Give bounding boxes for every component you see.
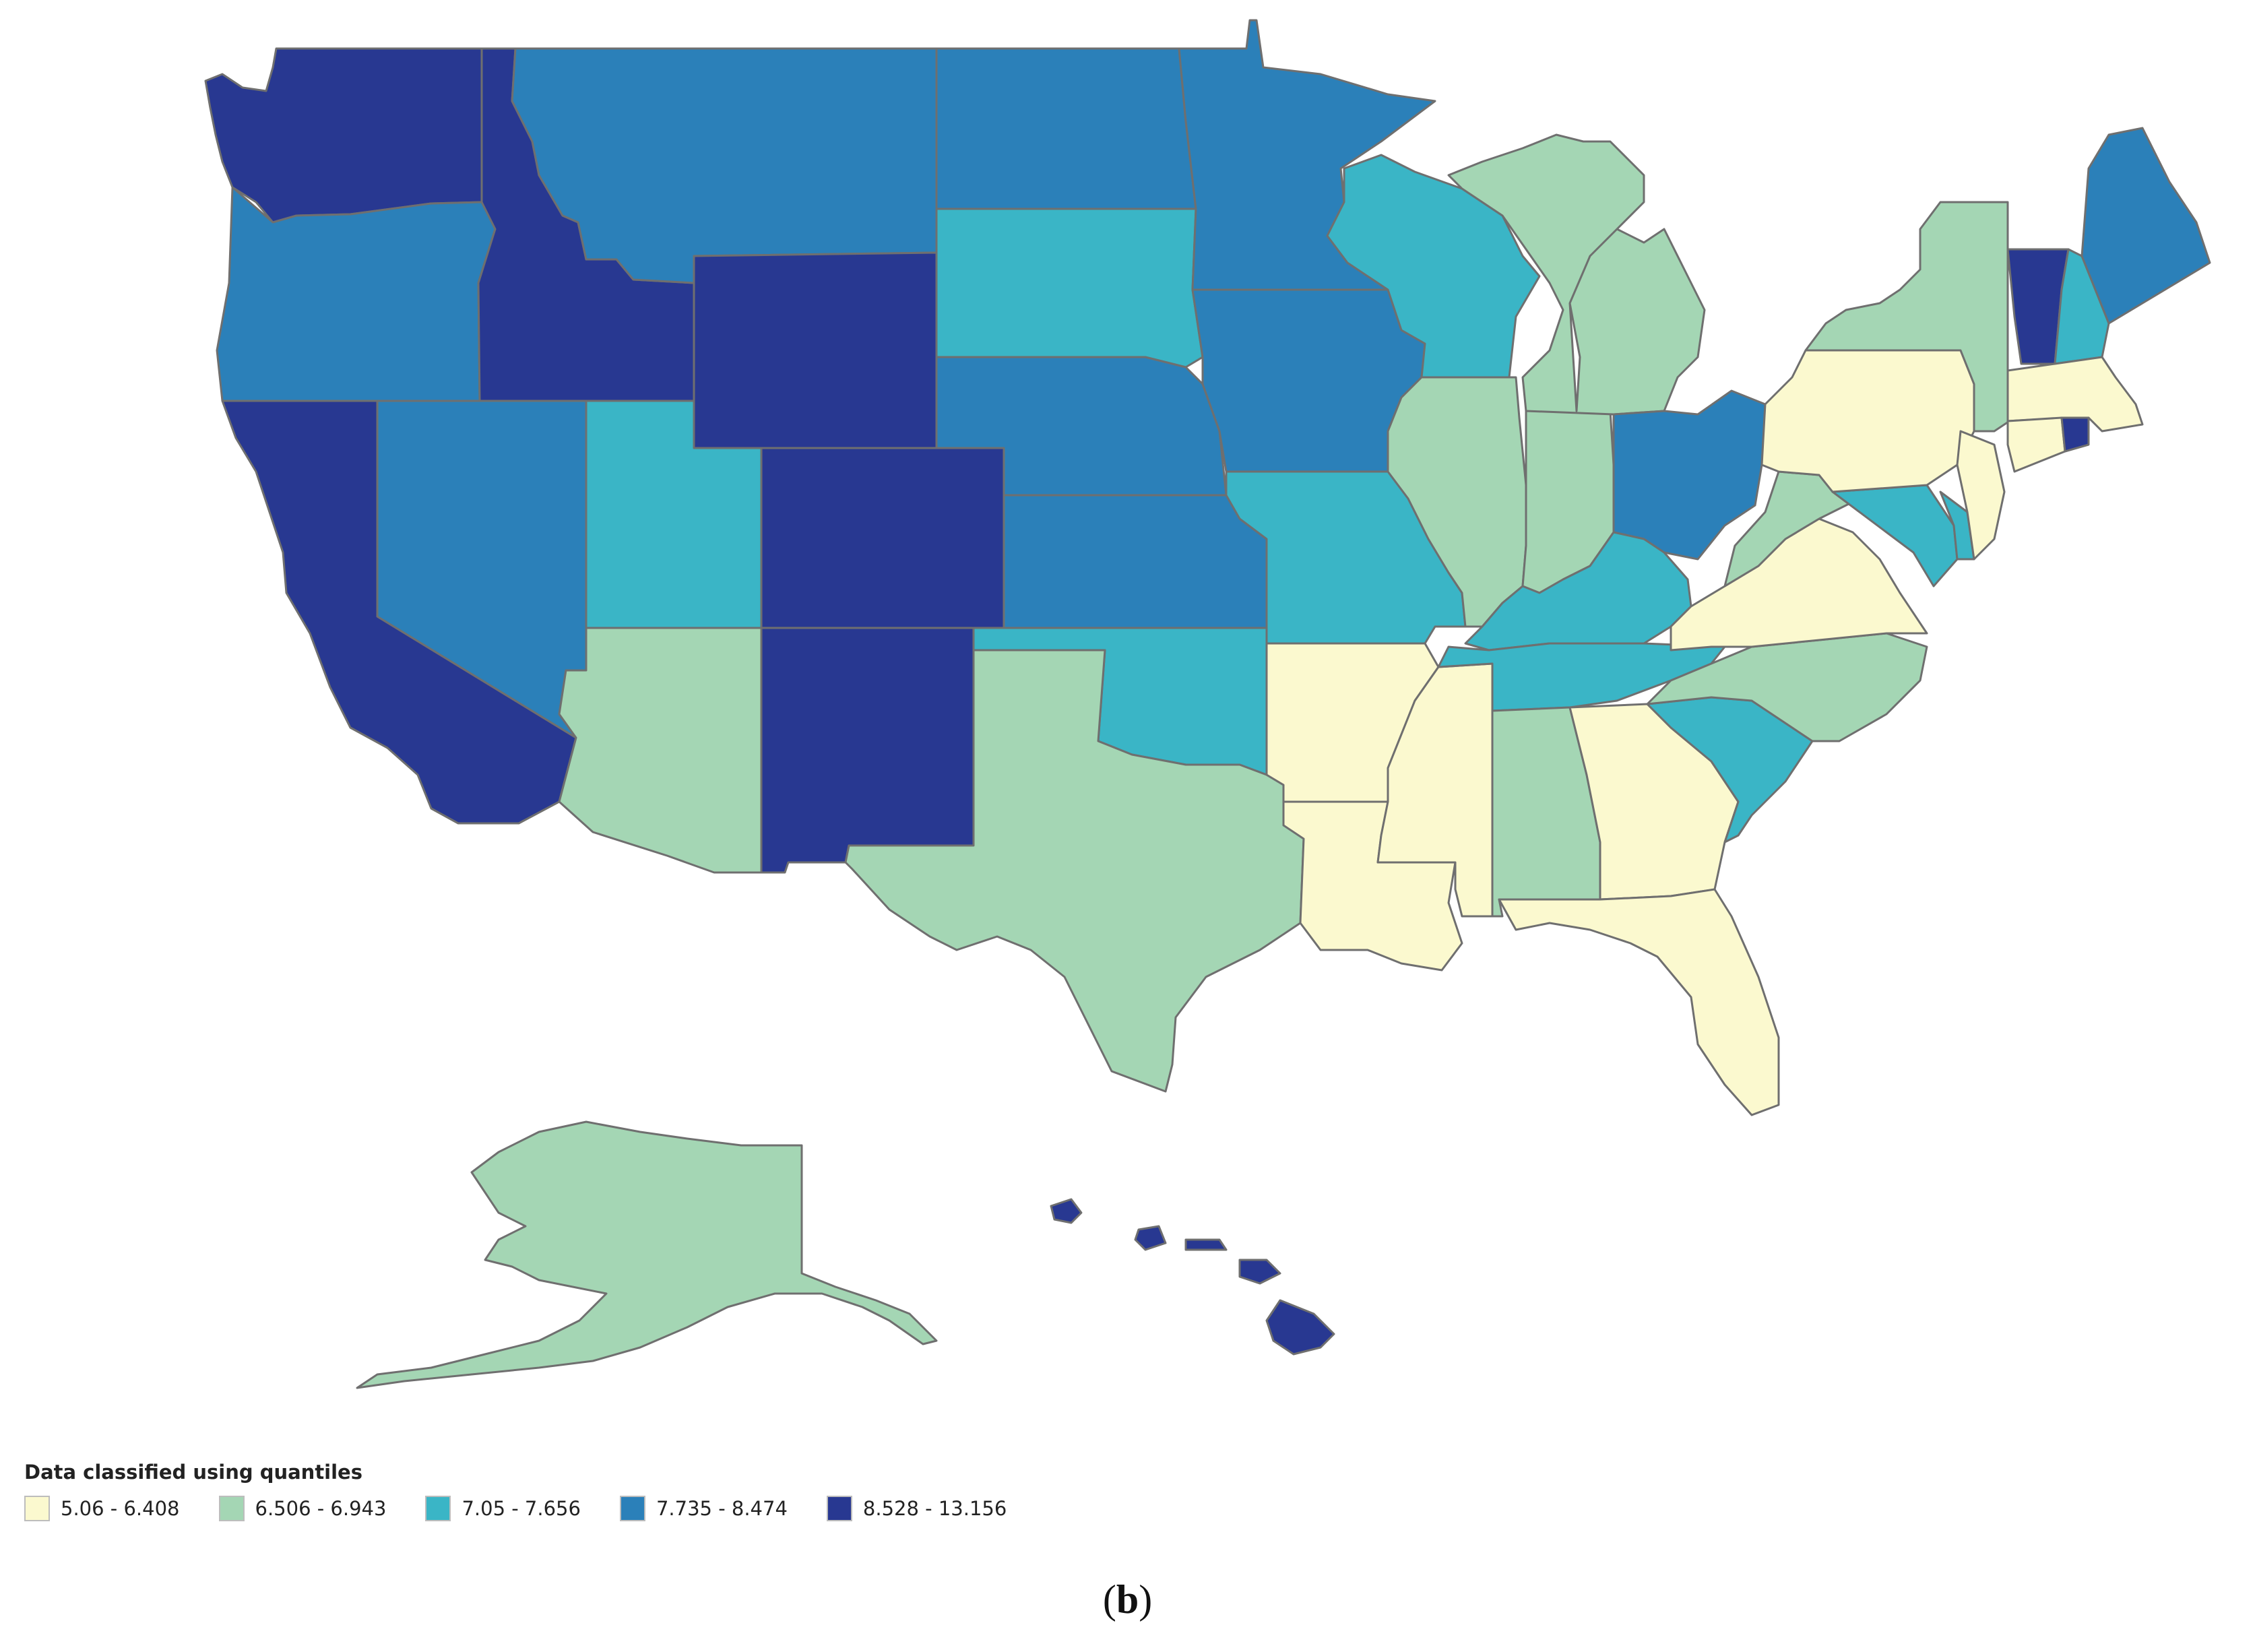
state-wyoming [693,251,938,449]
state-hawaii-molokai [1184,1238,1228,1251]
state-pennsylvania [1760,349,1975,493]
state-new-york [1804,201,2036,433]
state-new-mexico [760,627,975,874]
state-mississippi [1376,662,1494,918]
legend-item: 6.506 - 6.943 [218,1496,387,1521]
legend-label: 7.735 - 8.474 [656,1497,788,1520]
state-arizona [558,627,763,874]
legend-title: Data classified using quantiles [24,1461,362,1484]
state-ohio [1612,389,1767,561]
caption-open-paren: ( [1102,1577,1116,1622]
state-florida [1498,888,1780,1116]
legend-label: 5.06 - 6.408 [61,1497,180,1520]
legend-label: 8.528 - 13.156 [862,1497,1007,1520]
state-illinois [1387,376,1527,628]
legend-label: 6.506 - 6.943 [255,1497,387,1520]
legend-label: 7.05 - 7.656 [462,1497,581,1520]
state-washington [204,47,483,224]
legend-item: 8.528 - 13.156 [826,1496,1007,1521]
legend-swatch [619,1496,645,1521]
legend-item: 5.06 - 6.408 [24,1496,180,1521]
state-alaska [356,1120,938,1389]
state-oregon [216,186,497,402]
legend-item: 7.735 - 8.474 [619,1496,788,1521]
legend-swatch [826,1496,852,1521]
legend-item: 7.05 - 7.656 [425,1496,581,1521]
state-rhode-island [2060,416,2090,453]
state-texas [844,649,1305,1093]
map-legend: Data classified using quantiles 5.06 - 6… [24,1461,1046,1521]
state-delaware [1939,490,1975,561]
legend-swatch [218,1496,245,1521]
legend-swatch [24,1496,50,1521]
figure-caption: (b) [0,1577,2255,1623]
state-hawaii-oahu [1134,1225,1167,1251]
legend-items: 5.06 - 6.408 6.506 - 6.943 7.05 - 7.656 7.7… [24,1496,1046,1521]
state-hawaii-maui [1238,1259,1281,1285]
state-south-dakota [935,208,1204,369]
caption-letter: b [1116,1577,1139,1622]
choropleth-map [204,19,2211,1389]
state-kansas [1003,494,1268,629]
state-new-jersey [1956,430,2006,561]
state-hawaii [1265,1299,1335,1356]
state-connecticut [2006,416,2066,473]
legend-swatch [425,1496,451,1521]
state-michigan [1447,133,1706,416]
state-nebraska [935,356,1228,497]
state-hawaii-kauai [1050,1198,1083,1224]
caption-close-paren: ) [1139,1577,1153,1622]
states-layer [204,19,2211,1389]
state-north-dakota [935,47,1197,210]
state-maryland [1831,484,1959,587]
state-maine [2081,127,2211,325]
state-colorado [760,447,1005,629]
